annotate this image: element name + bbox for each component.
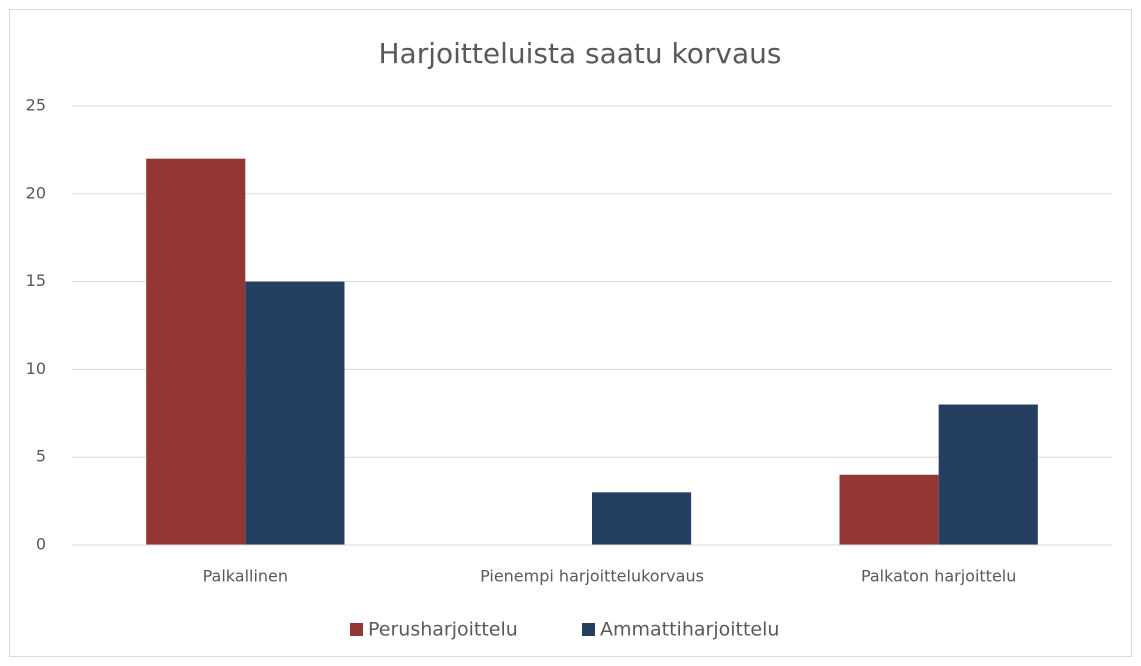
x-tick-label: Pienempi harjoittelukorvaus: [480, 567, 704, 586]
y-tick-label: 25: [26, 96, 46, 115]
y-tick-label: 15: [26, 271, 46, 290]
y-tick-label: 5: [36, 447, 46, 466]
y-tick-label: 10: [26, 359, 46, 378]
legend-swatch: [582, 623, 595, 636]
legend-swatch: [350, 623, 363, 636]
bar: [938, 404, 1038, 545]
legend-label: Ammattiharjoittelu: [600, 619, 779, 641]
chart-title: Harjoitteluista saatu korvaus: [379, 37, 782, 70]
bar: [839, 474, 939, 545]
bar: [245, 281, 345, 545]
x-tick-label: Palkaton harjoittelu: [861, 567, 1016, 586]
x-tick-label: Palkallinen: [203, 567, 288, 586]
y-tick-label: 0: [36, 535, 46, 554]
bar: [592, 492, 692, 545]
bar: [146, 158, 246, 545]
legend-label: Perusharjoittelu: [368, 619, 518, 641]
y-tick-label: 20: [26, 183, 46, 202]
